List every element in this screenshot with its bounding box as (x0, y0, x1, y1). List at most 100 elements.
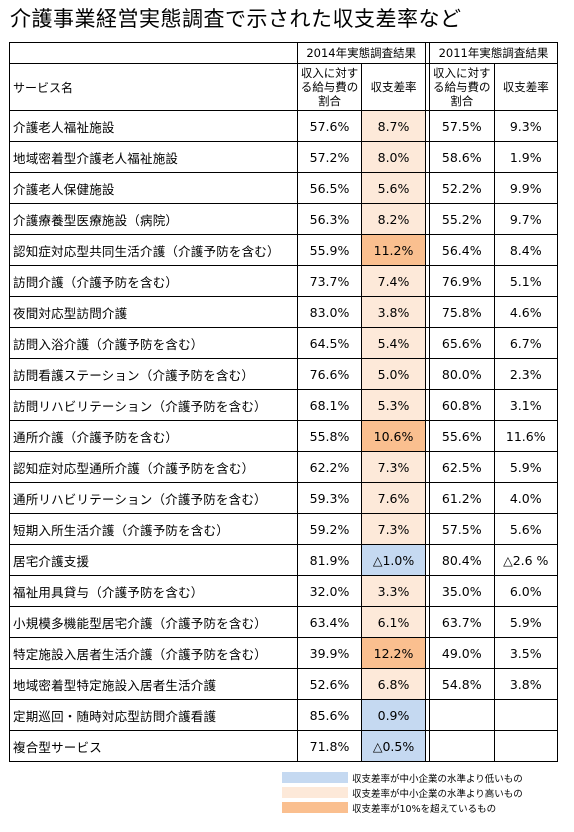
header-2011-margin-rate: 収支差率 (493, 63, 558, 111)
margin-rate-2011-cell: 4.6% (493, 296, 558, 328)
service-name-cell: 介護老人保健施設 (9, 172, 298, 204)
legend-item: 収支差率が10%を超えているもの (282, 800, 552, 815)
legend-swatch (282, 802, 348, 813)
margin-rate-2011-cell: 9.3% (493, 110, 558, 142)
salary-ratio-2011-cell: 55.6% (428, 420, 495, 452)
table-row: 夜間対応型訪問介護 83.0% 3.8% 75.8% 4.6% (9, 296, 558, 328)
table-row: 地域密着型介護老人福祉施設 57.2% 8.0% 58.6% 1.9% (9, 141, 558, 173)
margin-rate-2014-cell: 8.7% (361, 110, 426, 142)
service-name-cell: 認知症対応型通所介護（介護予防を含む） (9, 451, 298, 483)
header-row-years: 2014年実態調査結果 2011年実態調査結果 (9, 42, 559, 64)
salary-ratio-2014-cell: 52.6% (296, 668, 363, 700)
service-name-cell: 居宅介護支援 (9, 544, 298, 576)
margin-rate-2011-cell: 5.6% (493, 513, 558, 545)
legend-item: 収支差率が中小企業の水準より低いもの (282, 770, 552, 785)
margin-rate-2014-cell: 10.6% (361, 420, 426, 452)
salary-ratio-2014-cell: 56.5% (296, 172, 363, 204)
salary-ratio-2011-cell: 63.7% (428, 606, 495, 638)
salary-ratio-2014-cell: 57.2% (296, 141, 363, 173)
margin-rate-2011-cell: 6.7% (493, 327, 558, 359)
table-row: 訪問入浴介護（介護予防を含む） 64.5% 5.4% 65.6% 6.7% (9, 327, 558, 359)
table-row: 地域密着型特定施設入居者生活介護 52.6% 6.8% 54.8% 3.8% (9, 668, 558, 700)
salary-ratio-2011-cell: 61.2% (428, 482, 495, 514)
salary-ratio-2011-cell: 65.6% (428, 327, 495, 359)
salary-ratio-2011-cell: 58.6% (428, 141, 495, 173)
service-name-cell: 特定施設入居者生活介護（介護予防を含む） (9, 637, 298, 669)
header-2014-salary-ratio: 収入に対する給与費の割合 (296, 63, 363, 111)
table-row: 介護老人福祉施設 57.6% 8.7% 57.5% 9.3% (9, 110, 558, 142)
margin-rate-2014-cell: 5.6% (361, 172, 426, 204)
margin-rate-2014-cell: 8.2% (361, 203, 426, 235)
salary-ratio-2011-cell: 35.0% (428, 575, 495, 607)
table-row: 定期巡回・随時対応型訪問介護看護 85.6% 0.9% (9, 699, 558, 731)
table-row: 認知症対応型共同生活介護（介護予防を含む） 55.9% 11.2% 56.4% 8.4% (9, 234, 558, 266)
table-row: 通所介護（介護予防を含む） 55.8% 10.6% 55.6% 11.6% (9, 420, 558, 452)
margin-rate-2014-cell: 5.3% (361, 389, 426, 421)
salary-ratio-2014-cell: 56.3% (296, 203, 363, 235)
salary-ratio-2011-cell: 60.8% (428, 389, 495, 421)
table-row: 居宅介護支援 81.9% △1.0% 80.4% △2.6 % (9, 544, 558, 576)
header-service-name: サービス名 (9, 63, 298, 111)
header-2014-results: 2014年実態調査結果 (296, 42, 426, 64)
salary-ratio-2014-cell: 64.5% (296, 327, 363, 359)
salary-ratio-2014-cell: 76.6% (296, 358, 363, 390)
margin-rate-2014-cell: 12.2% (361, 637, 426, 669)
salary-ratio-2014-cell: 55.9% (296, 234, 363, 266)
margin-rate-2014-cell: 8.0% (361, 141, 426, 173)
margin-rate-2014-cell: 0.9% (361, 699, 426, 731)
salary-ratio-2011-cell: 80.0% (428, 358, 495, 390)
service-name-cell: 訪問看護ステーション（介護予防を含む） (9, 358, 298, 390)
margin-rate-2014-cell: 7.3% (361, 451, 426, 483)
margin-rate-2011-cell (493, 730, 558, 762)
legend-label: 収支差率が中小企業の水準より低いもの (352, 773, 523, 785)
margin-rate-2014-cell: △1.0% (361, 544, 426, 576)
salary-ratio-2014-cell: 68.1% (296, 389, 363, 421)
salary-ratio-2014-cell: 71.8% (296, 730, 363, 762)
salary-ratio-2011-cell: 75.8% (428, 296, 495, 328)
salary-ratio-2014-cell: 39.9% (296, 637, 363, 669)
salary-ratio-2014-cell: 85.6% (296, 699, 363, 731)
margin-rate-2011-cell: 5.9% (493, 451, 558, 483)
header-blank-cell (9, 42, 298, 64)
margin-rate-2011-cell: 3.5% (493, 637, 558, 669)
salary-ratio-2014-cell: 55.8% (296, 420, 363, 452)
table-row: 複合型サービス 71.8% △0.5% (9, 730, 558, 762)
table-row: 介護老人保健施設 56.5% 5.6% 52.2% 9.9% (9, 172, 558, 204)
salary-ratio-2011-cell: 76.9% (428, 265, 495, 297)
margin-rate-2014-cell: 6.8% (361, 668, 426, 700)
margin-rate-2011-cell: 6.0% (493, 575, 558, 607)
service-name-cell: 複合型サービス (9, 730, 298, 762)
salary-ratio-2011-cell: 80.4% (428, 544, 495, 576)
legend-label: 収支差率が中小企業の水準より高いもの (352, 788, 523, 800)
service-name-cell: 認知症対応型共同生活介護（介護予防を含む） (9, 234, 298, 266)
service-name-cell: 通所リハビリテーション（介護予防を含む） (9, 482, 298, 514)
legend-item: 収支差率が中小企業の水準より高いもの (282, 785, 552, 800)
salary-ratio-2011-cell: 57.5% (428, 513, 495, 545)
salary-ratio-2011-cell: 56.4% (428, 234, 495, 266)
service-name-cell: 訪問介護（介護予防を含む） (9, 265, 298, 297)
table-row: 認知症対応型通所介護（介護予防を含む） 62.2% 7.3% 62.5% 5.9% (9, 451, 558, 483)
salary-ratio-2011-cell: 55.2% (428, 203, 495, 235)
service-name-cell: 訪問入浴介護（介護予防を含む） (9, 327, 298, 359)
salary-ratio-2011-cell (428, 699, 495, 731)
service-name-cell: 訪問リハビリテーション（介護予防を含む） (9, 389, 298, 421)
header-2011-salary-ratio: 収入に対する給与費の割合 (428, 63, 495, 111)
margin-rate-2014-cell: 6.1% (361, 606, 426, 638)
service-name-cell: 地域密着型特定施設入居者生活介護 (9, 668, 298, 700)
table-row: 小規模多機能型居宅介護（介護予防を含む） 63.4% 6.1% 63.7% 5.9% (9, 606, 558, 638)
salary-ratio-2014-cell: 59.2% (296, 513, 363, 545)
margin-rate-2011-cell: △2.6 % (493, 544, 558, 576)
salary-ratio-2014-cell: 83.0% (296, 296, 363, 328)
service-name-cell: 介護老人福祉施設 (9, 110, 298, 142)
margin-rate-2014-cell: 7.4% (361, 265, 426, 297)
table-row: 訪問リハビリテーション（介護予防を含む） 68.1% 5.3% 60.8% 3.1% (9, 389, 558, 421)
salary-ratio-2011-cell: 49.0% (428, 637, 495, 669)
header-2011-results: 2011年実態調査結果 (428, 42, 559, 64)
margin-rate-2014-cell: 3.8% (361, 296, 426, 328)
service-name-cell: 福祉用具貸与（介護予防を含む） (9, 575, 298, 607)
service-name-cell: 地域密着型介護老人福祉施設 (9, 141, 298, 173)
table-row: 特定施設入居者生活介護（介護予防を含む） 39.9% 12.2% 49.0% 3.5% (9, 637, 558, 669)
salary-ratio-2014-cell: 81.9% (296, 544, 363, 576)
margin-rate-2014-cell: 3.3% (361, 575, 426, 607)
service-name-cell: 通所介護（介護予防を含む） (9, 420, 298, 452)
